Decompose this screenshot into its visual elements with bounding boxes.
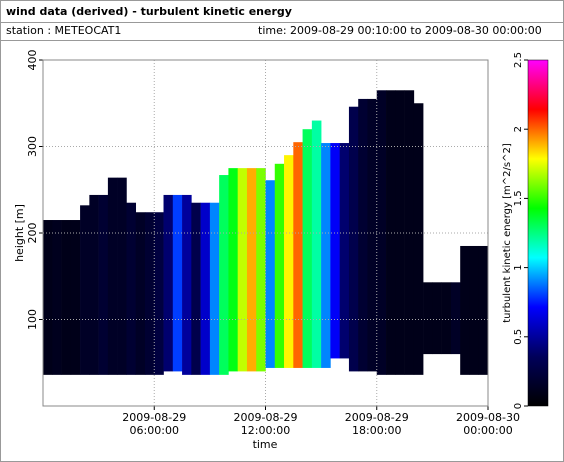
cell-column bbox=[478, 245, 489, 375]
cell-column bbox=[228, 168, 238, 372]
cell-column bbox=[135, 212, 146, 375]
cell-column bbox=[237, 168, 248, 372]
cell-column bbox=[386, 90, 396, 375]
cell-column bbox=[154, 212, 164, 375]
cell-column bbox=[469, 245, 480, 375]
cell-column bbox=[107, 177, 118, 375]
cell-column bbox=[191, 202, 201, 375]
cell-column bbox=[413, 103, 424, 375]
y-tick-label: 100 bbox=[26, 309, 39, 330]
cell-column bbox=[293, 142, 303, 368]
cell-column bbox=[144, 212, 155, 375]
x-tick-label: 2009-08-29 12:00:00 bbox=[233, 411, 298, 437]
cell-column bbox=[52, 220, 62, 375]
x-tick-label: 2009-08-29 06:00:00 bbox=[122, 411, 187, 437]
colorbar-tick-label: 2 bbox=[513, 126, 524, 132]
colorbar-label: turbulent kinetic energy [m^2/s^2] bbox=[502, 143, 513, 323]
colorbar-tick-label: 0.5 bbox=[513, 329, 524, 345]
cell-column bbox=[432, 282, 442, 355]
cell-column bbox=[367, 98, 378, 372]
cell-column bbox=[182, 194, 192, 375]
cell-column bbox=[117, 177, 127, 375]
cell-column bbox=[460, 245, 470, 375]
cell-column bbox=[200, 202, 211, 375]
cell-column bbox=[80, 205, 90, 375]
cell-column bbox=[256, 168, 266, 372]
cell-column bbox=[70, 220, 81, 375]
cell-column bbox=[274, 163, 285, 368]
cell-column bbox=[441, 282, 452, 355]
cell-column bbox=[126, 202, 137, 375]
cell-column bbox=[423, 282, 433, 355]
colorbar-tick-label: 2.5 bbox=[513, 52, 524, 68]
cell-column bbox=[172, 194, 183, 372]
x-tick-label: 2009-08-30 00:00:00 bbox=[456, 411, 520, 437]
cell-column bbox=[302, 129, 313, 368]
plot-border bbox=[42, 59, 489, 407]
time-range: time: 2009-08-29 00:10:00 to 2009-08-30 … bbox=[258, 24, 542, 37]
y-tick-label: 200 bbox=[26, 223, 39, 244]
cell-column bbox=[163, 194, 174, 372]
colorbar bbox=[527, 59, 549, 407]
cell-column bbox=[43, 220, 53, 375]
cell-column bbox=[311, 120, 322, 368]
colorbar-tick-label: 0 bbox=[513, 403, 524, 409]
x-tick-label: 2009-08-29 18:00:00 bbox=[344, 411, 409, 437]
cell-column bbox=[321, 143, 331, 368]
cell-column bbox=[61, 220, 72, 375]
colorbar-tick-label: 1 bbox=[513, 264, 524, 270]
cell-column bbox=[330, 143, 340, 359]
cell-column bbox=[89, 194, 99, 375]
cell-column bbox=[376, 90, 387, 375]
y-tick-label: 300 bbox=[26, 136, 39, 157]
y-tick-label: 400 bbox=[26, 50, 39, 71]
station: station : METEOCAT1 bbox=[6, 24, 121, 37]
x-axis-label: time bbox=[253, 438, 278, 451]
cell-column bbox=[98, 194, 109, 375]
cell-column bbox=[209, 202, 220, 375]
cell-column bbox=[265, 180, 276, 368]
cell-column bbox=[450, 282, 461, 355]
cell-column bbox=[246, 168, 257, 372]
title: wind data (derived) - turbulent kinetic … bbox=[6, 5, 292, 18]
cell-column bbox=[358, 98, 368, 372]
cell-column bbox=[284, 155, 294, 368]
cell-column bbox=[348, 106, 359, 372]
y-axis-label: height [m] bbox=[13, 204, 26, 262]
cell-column bbox=[219, 175, 229, 375]
cell-column bbox=[339, 143, 350, 359]
colorbar-tick-label: 1.5 bbox=[513, 190, 524, 206]
